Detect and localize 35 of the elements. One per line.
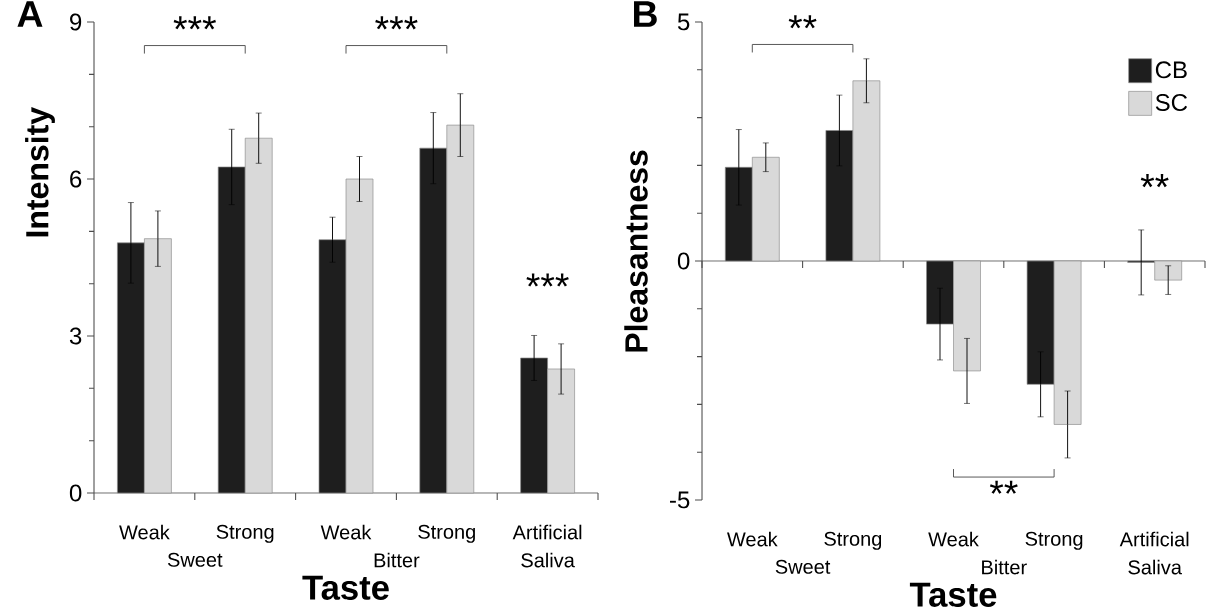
- y-tick-label: 5: [677, 13, 690, 31]
- text: Sweet: [775, 559, 831, 574]
- x-tick-label: Weak: [119, 524, 170, 540]
- annotation: ***: [173, 16, 216, 30]
- x-tick-label: Strong: [1025, 531, 1083, 550]
- x-tick-label: Weak: [727, 531, 778, 547]
- chart-title: B: [634, 1, 657, 27]
- annotation: ***: [526, 273, 569, 287]
- annotation: ***: [375, 16, 418, 30]
- y-tick-label: -5: [670, 491, 690, 509]
- text: Bitter: [374, 552, 420, 568]
- x-axis-title: Taste: [909, 582, 997, 607]
- legend-label: CB: [1155, 61, 1187, 79]
- x-tick-label: Artificial Saliva: [1119, 531, 1189, 575]
- text: Sweet: [167, 552, 223, 567]
- x-tick-label: Artificial Saliva: [512, 524, 582, 568]
- annotation: **: [1140, 174, 1169, 188]
- y-axis-title: Pleasantness: [624, 150, 648, 352]
- text: Bitter: [982, 559, 1027, 575]
- y-tick-label: 6: [70, 170, 82, 188]
- y-tick-label: 0: [677, 252, 690, 270]
- y-tick-label: 0: [69, 484, 82, 502]
- annotation: **: [989, 480, 1018, 494]
- x-tick-label: Weak: [320, 524, 372, 540]
- y-tick-label: 9: [70, 13, 82, 31]
- legend-label: SC: [1155, 94, 1188, 111]
- x-tick-label: Strong: [824, 531, 882, 550]
- annotation: **: [788, 15, 817, 29]
- x-tick-label: Strong: [418, 524, 475, 543]
- x-tick-label: Weak: [928, 531, 979, 547]
- chart-title: A: [17, 1, 43, 27]
- y-tick-label: 3: [69, 327, 82, 345]
- x-axis-title: Taste: [302, 575, 389, 600]
- y-axis-title: Intensity: [25, 107, 55, 237]
- x-tick-label: Strong: [216, 524, 274, 543]
